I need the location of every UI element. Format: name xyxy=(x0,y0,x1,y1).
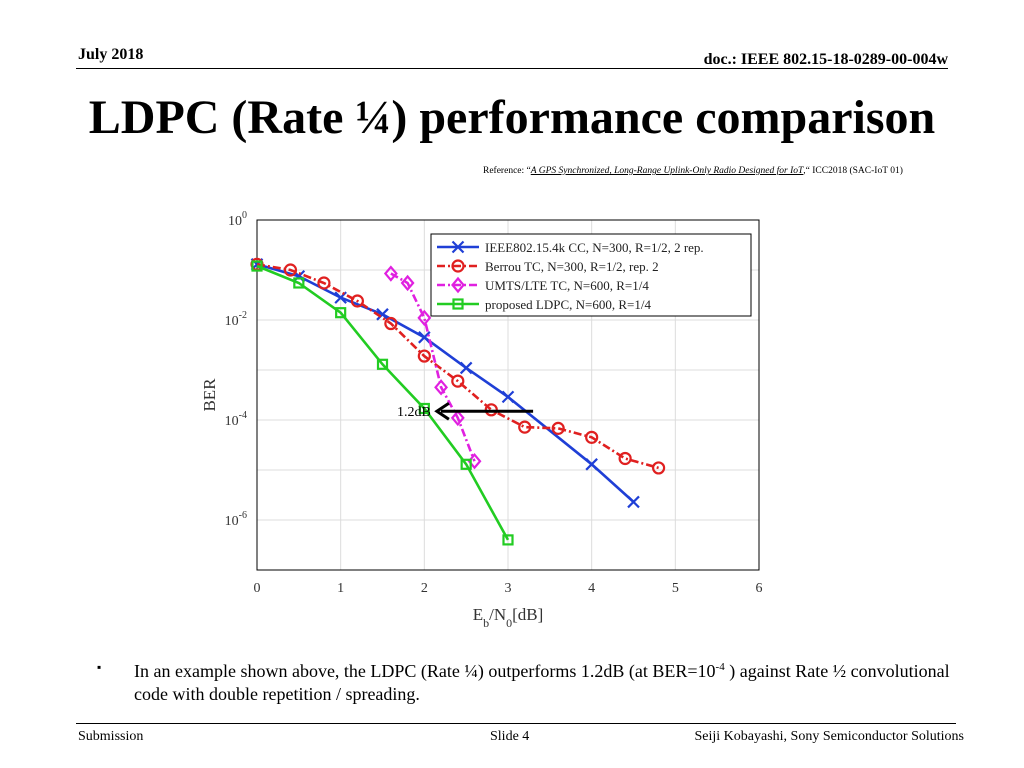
chart-annotation: 1.2dB xyxy=(397,401,534,421)
annotation-label: 1.2dB xyxy=(397,405,431,420)
series-line xyxy=(256,263,659,470)
legend-entry: Berrou TC, N=300, R=1/2, rep. 2 xyxy=(437,259,659,274)
header-date: July 2018 xyxy=(78,46,144,63)
bullet-text: In an example shown above, the LDPC (Rat… xyxy=(134,660,974,707)
header-divider xyxy=(76,68,948,69)
x-axis-label-sub2: 0 xyxy=(506,616,512,630)
x-tick-label: 5 xyxy=(672,581,679,596)
x-axis-label-mid: /N xyxy=(489,605,506,624)
point-marker xyxy=(459,361,473,375)
bullet-text-sup: -4 xyxy=(715,661,725,673)
point-marker xyxy=(452,298,464,310)
point-marker xyxy=(518,420,532,434)
footer-slide-number: Slide 4 xyxy=(490,729,530,744)
bullet-text-b: ) against Rate ½ convolutional code with… xyxy=(134,661,950,705)
footer-divider xyxy=(76,723,956,724)
x-axis-label-main: E xyxy=(473,605,483,624)
y-tick-label: 100 xyxy=(228,210,247,229)
y-axis-label: BER xyxy=(200,378,219,412)
y-tick-label: 10-6 xyxy=(225,510,247,529)
x-tick-labels: 0 1 2 3 4 5 6 xyxy=(254,581,763,596)
plot-frame xyxy=(256,219,760,571)
legend-label: proposed LDPC, N=600, R=1/4 xyxy=(485,297,651,312)
point-marker xyxy=(434,379,449,396)
point-marker xyxy=(384,316,398,331)
point-marker xyxy=(417,349,431,363)
legend-box xyxy=(430,233,752,317)
y-tick-label: 10-2 xyxy=(225,310,247,329)
point-marker xyxy=(460,458,472,470)
point-marker xyxy=(451,240,465,254)
reference-paper-link[interactable]: A GPS Synchronized, Long-Range Uplink-On… xyxy=(530,166,804,176)
point-marker xyxy=(283,263,298,277)
point-marker xyxy=(502,534,514,546)
x-axis-label: Eb/N0[dB] xyxy=(473,605,544,630)
legend-entry: proposed LDPC, N=600, R=1/4 xyxy=(437,297,651,312)
point-marker xyxy=(251,260,263,272)
chart-series xyxy=(250,257,666,546)
y-tick-label: 10-4 xyxy=(225,410,247,429)
point-marker xyxy=(585,430,599,444)
x-tick-label: 0 xyxy=(254,581,261,596)
x-tick-label: 4 xyxy=(588,581,595,596)
legend-label: UMTS/LTE TC, N=600, R=1/4 xyxy=(485,278,649,293)
point-marker xyxy=(317,276,331,290)
x-tick-label: 3 xyxy=(505,581,512,596)
point-marker xyxy=(418,402,430,415)
reference-venue: ICC2018 (SAC-IoT 01) xyxy=(812,166,903,176)
point-marker xyxy=(627,495,640,509)
x-axis-label-end: [dB] xyxy=(512,605,543,624)
legend-entry: UMTS/LTE TC, N=600, R=1/4 xyxy=(437,276,649,294)
point-marker xyxy=(551,421,565,435)
point-marker xyxy=(376,308,389,321)
point-marker xyxy=(450,409,465,427)
point-marker xyxy=(451,374,465,388)
point-marker xyxy=(618,451,632,466)
point-marker xyxy=(417,309,432,327)
point-marker xyxy=(335,307,347,319)
x-tick-label: 6 xyxy=(756,581,763,596)
series-3 xyxy=(251,260,514,546)
legend-entry: IEEE802.15.4k CC, N=300, R=1/2, 2 rep. xyxy=(437,240,704,255)
legend-label: IEEE802.15.4k CC, N=300, R=1/2, 2 rep. xyxy=(485,240,704,255)
point-marker xyxy=(334,291,347,304)
point-marker xyxy=(652,461,666,475)
legend-label: Berrou TC, N=300, R=1/2, rep. 2 xyxy=(485,259,659,274)
series-line xyxy=(256,264,510,541)
annotation-arrowhead xyxy=(434,401,450,421)
point-marker xyxy=(451,259,465,273)
reference-prefix: Reference: “ xyxy=(483,166,531,176)
point-marker xyxy=(400,274,415,292)
point-marker xyxy=(376,358,389,370)
point-marker xyxy=(585,458,598,471)
x-tick-label: 2 xyxy=(421,581,428,596)
bullet-marker: ▪ xyxy=(97,660,102,674)
reference-mid: ,“ xyxy=(803,166,813,176)
point-marker xyxy=(383,265,398,282)
slide-title: LDPC (Rate ¼) performance comparison xyxy=(88,91,936,144)
point-marker xyxy=(350,294,364,308)
point-marker xyxy=(418,331,431,344)
x-tick-label: 1 xyxy=(337,581,344,596)
point-marker xyxy=(501,390,515,404)
chart-legend: IEEE802.15.4k CC, N=300, R=1/2, 2 rep. Be… xyxy=(430,233,752,317)
header-doc-id: doc.: IEEE 802.15-18-0289-00-004w xyxy=(703,51,948,68)
point-marker xyxy=(293,277,305,289)
y-tick-labels: 100 10-2 10-4 10-6 xyxy=(225,210,247,529)
footer-submission: Submission xyxy=(78,729,144,744)
bullet-text-a: In an example shown above, the LDPC (Rat… xyxy=(134,661,716,681)
point-marker xyxy=(451,276,465,294)
series-2 xyxy=(383,265,482,470)
reference-line: Reference: “A GPS Synchronized, Long-Ran… xyxy=(483,166,903,176)
x-axis-label-sub1: b xyxy=(483,616,489,630)
footer-author: Seiji Kobayashi, Sony Semiconductor Solu… xyxy=(694,729,965,744)
